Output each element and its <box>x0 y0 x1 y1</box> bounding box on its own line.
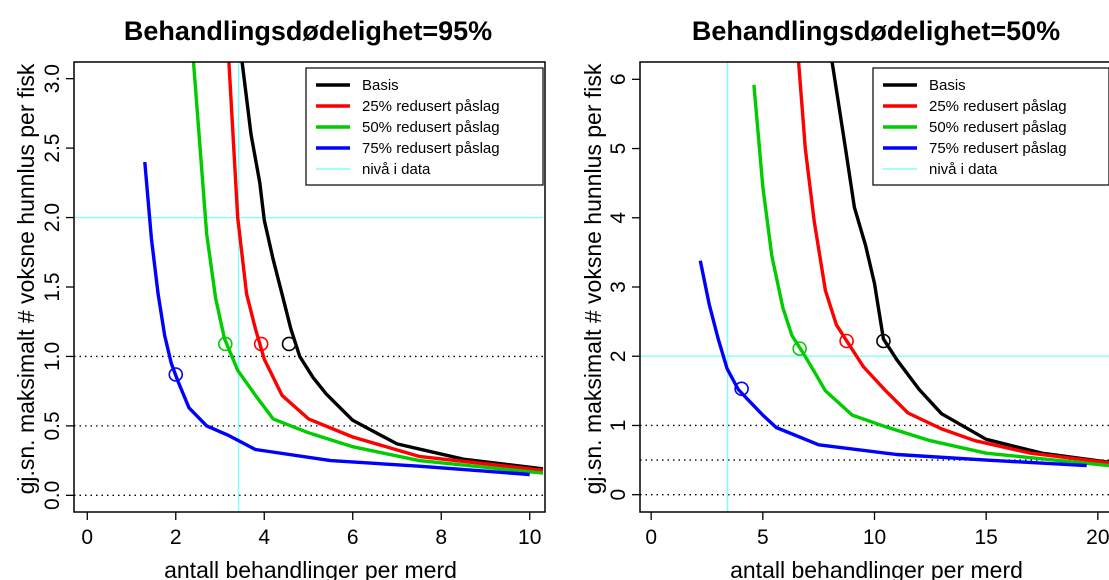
legend-label-4: nivå i data <box>362 161 431 178</box>
y-tick-label: 3.0 <box>41 64 64 93</box>
series-line-1 <box>227 62 543 472</box>
legend-label-4: nivå i data <box>929 161 998 178</box>
series-line-2 <box>191 62 543 475</box>
x-tick-label: 4 <box>258 526 270 549</box>
y-axis-label: gj.sn. maksimalt # voksne hunnlus per fi… <box>13 63 39 494</box>
y-tick-label: 2.0 <box>41 203 64 232</box>
legend-label-3: 75% redusert påslag <box>362 140 500 157</box>
series-marker-3 <box>168 367 184 382</box>
x-tick-label: 5 <box>757 526 769 549</box>
plot-area <box>74 62 543 512</box>
series-line-3 <box>698 260 1087 468</box>
legend-label-2: 50% redusert påslag <box>362 119 500 136</box>
series-line-2 <box>752 84 1109 468</box>
series-marker-0 <box>876 333 891 349</box>
series-marker-2 <box>218 336 233 352</box>
y-tick-label: 1 <box>607 420 630 432</box>
x-axis-label: antall behandlinger per merd <box>730 557 1023 580</box>
legend: Basis 25% redusert påslag 50% redusert pås… <box>872 67 1109 186</box>
x-tick-label: 10 <box>863 526 886 549</box>
x-tick-label: 2 <box>170 526 182 549</box>
y-tick-label: 2 <box>607 350 630 362</box>
y-tick-label: 4 <box>607 212 630 224</box>
legend-label-1: 25% redusert påslag <box>362 98 500 115</box>
legend-label-3: 75% redusert påslag <box>929 140 1067 157</box>
series-marker-2 <box>792 341 807 356</box>
chart-title: Behandlingsdødelighet=95% <box>124 16 492 46</box>
legend-label-0: Basis <box>362 77 399 94</box>
y-tick-label: 0.0 <box>41 481 64 510</box>
y-tick-label: 1.0 <box>41 342 64 371</box>
y-tick-label: 1.5 <box>41 272 64 301</box>
series-marker-0 <box>281 336 297 352</box>
series-marker-1 <box>253 336 269 352</box>
y-tick-label: 6 <box>607 73 630 85</box>
y-tick-label: 5 <box>607 143 630 155</box>
y-tick-label: 0 <box>607 489 630 501</box>
legend: Basis 25% redusert påslag 50% redusert pås… <box>305 67 544 186</box>
y-tick-label: 3 <box>607 281 630 293</box>
series-line-0 <box>830 62 1109 464</box>
series-line-3 <box>143 161 530 477</box>
x-axis-label: antall behandlinger per merd <box>164 557 457 580</box>
y-tick-label: 2.5 <box>41 134 64 163</box>
plot-area <box>640 62 1109 512</box>
x-tick-label: 0 <box>645 526 657 549</box>
y-tick-label: 0.5 <box>41 411 64 440</box>
series-marker-1 <box>839 333 854 349</box>
x-tick-label: 8 <box>435 526 447 549</box>
legend-label-1: 25% redusert påslag <box>929 98 1067 115</box>
chart-title: Behandlingsdødelighet=50% <box>692 16 1060 46</box>
x-tick-label: 6 <box>347 526 359 549</box>
x-tick-label: 10 <box>518 526 541 549</box>
x-tick-label: 0 <box>81 526 93 549</box>
y-axis-label: gj.sn. maksimalt # voksne hunnlus per fi… <box>580 63 606 494</box>
legend-label-2: 50% redusert påslag <box>929 119 1067 136</box>
legend-label-0: Basis <box>929 77 966 94</box>
series-line-1 <box>796 62 1109 465</box>
x-tick-label: 20 <box>1086 526 1109 549</box>
x-tick-label: 15 <box>974 526 997 549</box>
chart-panel-left: 0 2 4 6 8 10 0.0 0.5 1.0 1.5 2.0 2.5 3.0 Behandlingsd… <box>13 16 546 580</box>
series-marker-3 <box>734 381 749 397</box>
chart-panel-right: 0 5 10 15 20 0 1 2 3 4 5 6 Behandlingsdødelighet=50%… <box>580 16 1109 580</box>
